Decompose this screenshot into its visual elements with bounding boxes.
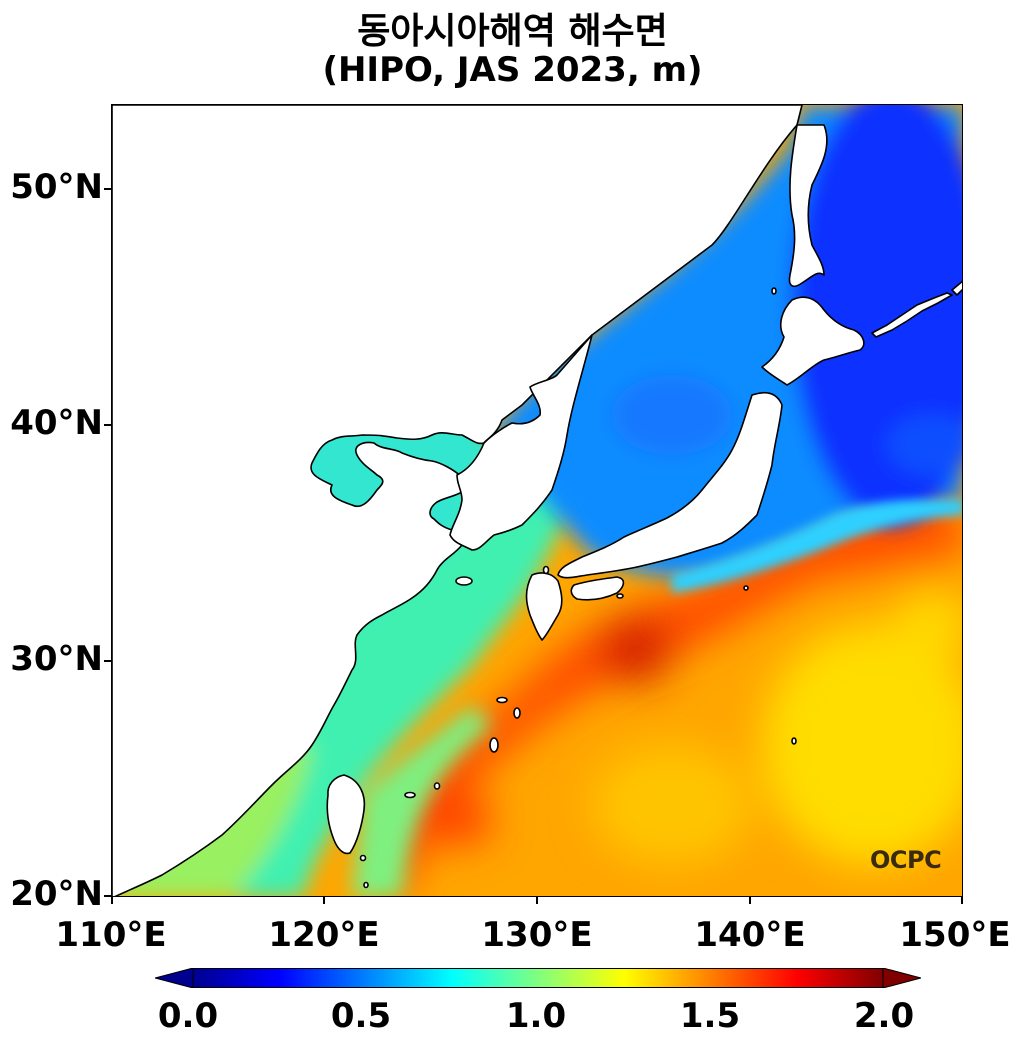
kuroshio-band [382, 504, 962, 896]
land-shikoku [570, 576, 625, 601]
lon-label-130e: 130°E [481, 915, 593, 955]
land-island [616, 593, 624, 599]
warm-eddy [600, 616, 672, 684]
low-sea-level [612, 375, 732, 455]
lat-label-40n: 40°N [10, 403, 103, 443]
map-panel [111, 104, 963, 897]
colorbar-tick-0: 0.0 [157, 996, 219, 1036]
land-island [404, 791, 416, 799]
lon-label-150e: 150°E [899, 915, 1011, 955]
land-sakhalin [788, 124, 828, 287]
lat-tick-mark [104, 188, 111, 190]
front-line [672, 499, 962, 593]
land-hokkaido [761, 296, 865, 386]
land-korea [449, 334, 593, 551]
lat-label-20n: 20°N [10, 874, 103, 914]
colorbar-tick-1: 0.5 [330, 996, 392, 1036]
lon-tick-mark [111, 897, 113, 904]
ocpc-logo: OCPC [870, 846, 942, 874]
colorbar-gradient [192, 968, 884, 988]
low-sea-level [887, 415, 962, 475]
colorbar-tick-2: 1.0 [505, 996, 567, 1036]
lon-tick-mark [536, 897, 538, 904]
land-kurils [871, 292, 953, 338]
lat-tick-mark [104, 895, 111, 897]
land-jeju [455, 576, 473, 586]
land-island [489, 737, 499, 753]
lat-tick-mark [104, 660, 111, 662]
lat-label-30n: 30°N [10, 639, 103, 679]
yellow-patch [592, 745, 752, 865]
colorbar [155, 968, 921, 988]
colorbar-tick-3: 1.5 [679, 996, 741, 1036]
land-island [363, 881, 369, 889]
warm-eddy [432, 794, 492, 846]
yellow-patch [892, 590, 962, 660]
land-island [743, 585, 749, 591]
lat-tick-mark [104, 424, 111, 426]
colorbar-extend-low [155, 968, 194, 988]
lon-label-110e: 110°E [55, 915, 167, 955]
map-subtitle: (HIPO, JAS 2023, m) [322, 50, 703, 90]
yellow-patch [762, 625, 962, 865]
colorbar-extend-high [882, 968, 921, 988]
lon-tick-mark [749, 897, 751, 904]
land-island [433, 782, 441, 790]
lon-tick-mark [961, 897, 963, 904]
lon-tick-mark [323, 897, 325, 904]
lon-label-120e: 120°E [268, 915, 380, 955]
land-kamchatka [951, 280, 962, 296]
land-taiwan [326, 774, 366, 855]
colorbar-tick-4: 2.0 [853, 996, 915, 1036]
land-island [513, 707, 521, 719]
lat-label-50n: 50°N [10, 167, 103, 207]
land-island [496, 696, 508, 704]
lon-label-140e: 140°E [694, 915, 806, 955]
land-island [359, 854, 367, 862]
land-island [542, 565, 550, 575]
sea-level-field [112, 105, 962, 896]
land-kyushu [525, 572, 563, 641]
land-china [112, 105, 803, 896]
land-island [771, 287, 777, 295]
land-honshu [557, 391, 783, 579]
coastal-green-region [352, 705, 492, 896]
map-title: 동아시아해역 해수면 [357, 11, 668, 52]
land-island [791, 737, 797, 745]
